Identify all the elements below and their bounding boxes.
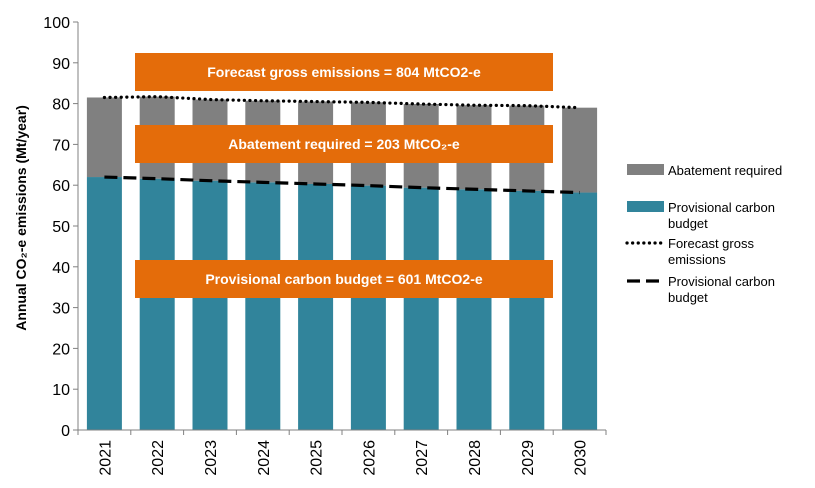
y-tick-label: 0 — [61, 423, 70, 440]
bar-abatement-2030 — [562, 107, 598, 193]
line-provisional-carbon-budget — [104, 175, 580, 195]
y-tick-label: 100 — [43, 15, 70, 32]
x-tick-label: 2024 — [256, 440, 273, 476]
y-tick-label: 10 — [52, 382, 70, 399]
legend-swatch — [627, 164, 664, 175]
y-tick-label: 50 — [52, 219, 70, 236]
bar-budget-2022 — [139, 178, 175, 430]
y-tick-label: 60 — [52, 178, 70, 195]
legend-label: Forecast gross emissions — [668, 236, 754, 267]
banner-provisional-carbon-budget — [135, 260, 553, 298]
legend-label: Provisional carbon budget — [668, 274, 775, 305]
bars-layer — [86, 96, 598, 430]
x-tick-label: 2028 — [467, 440, 484, 476]
y-tick-label: 30 — [52, 301, 70, 318]
x-tick-label: 2025 — [309, 440, 326, 476]
x-tick-label: 2022 — [150, 440, 167, 476]
x-tick-label: 2023 — [203, 440, 220, 476]
bar-budget-2023 — [192, 180, 228, 430]
legend-swatch — [627, 201, 664, 212]
banner-forecast-gross-emissions — [135, 53, 553, 91]
bar-budget-2027 — [403, 187, 439, 430]
y-tick-label: 70 — [52, 137, 70, 154]
legend-label: Provisional carbon budget — [668, 200, 775, 231]
bar-abatement-2021 — [86, 97, 122, 178]
bar-budget-2025 — [298, 183, 334, 430]
x-tick-label: 2026 — [361, 440, 378, 476]
bar-budget-2026 — [350, 185, 386, 430]
line-forecast-gross-emissions — [102, 95, 582, 110]
annotation-banners: Forecast gross emissions = 804 MtCO2-e Ab… — [135, 53, 553, 298]
banner-forecast-gross-emissions-text: Forecast gross emissions = 804 MtCO2-e — [207, 64, 481, 80]
bar-budget-2029 — [509, 190, 545, 430]
x-tick-label: 2030 — [573, 440, 590, 476]
bar-budget-2021 — [86, 177, 122, 430]
bar-budget-2024 — [245, 182, 281, 430]
y-tick-label: 80 — [52, 97, 70, 114]
legend: Abatement required Provisional carbon budg… — [625, 163, 782, 305]
y-tick-label: 20 — [52, 341, 70, 358]
x-tick-label: 2027 — [414, 440, 431, 476]
y-axis-label: Annual CO₂-e emissions (Mt/year) — [13, 105, 29, 331]
legend-label: Abatement required — [668, 163, 782, 178]
banner-abatement-required-text: Abatement required = 203 MtCO₂-e — [228, 136, 460, 152]
x-tick-label: 2029 — [520, 440, 537, 476]
bar-budget-2030 — [562, 192, 598, 430]
y-tick-label: 90 — [52, 56, 70, 73]
bar-budget-2028 — [456, 189, 492, 430]
lines-layer — [102, 95, 582, 195]
banner-abatement-required — [135, 125, 553, 163]
banner-provisional-carbon-budget-text: Provisional carbon budget = 601 MtCO2-e — [205, 271, 483, 287]
y-tick-label: 40 — [52, 260, 70, 277]
x-tick-label: 2021 — [97, 440, 114, 476]
